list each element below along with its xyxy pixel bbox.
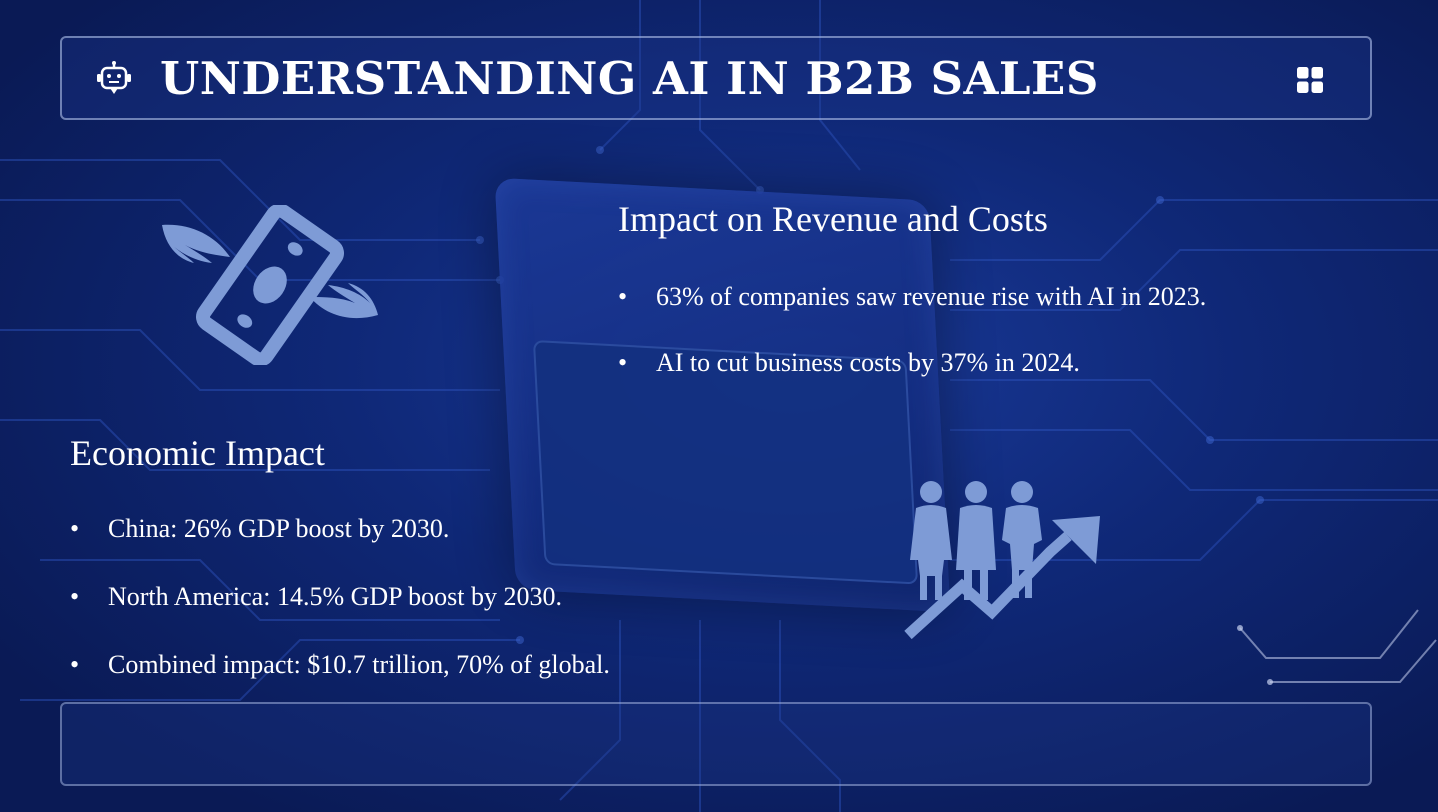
revenue-bullet-list: 63% of companies saw revenue rise with A… [618, 282, 1206, 378]
title-banner [60, 36, 1372, 120]
footer-banner [60, 702, 1372, 786]
economic-bullet: China: 26% GDP boost by 2030. [70, 514, 610, 544]
economic-section-heading: Economic Impact [70, 433, 325, 473]
revenue-section-heading: Impact on Revenue and Costs [618, 199, 1048, 239]
revenue-bullet: 63% of companies saw revenue rise with A… [618, 282, 1206, 312]
economic-bullet: Combined impact: $10.7 trillion, 70% of … [70, 650, 610, 680]
economic-bullet: North America: 14.5% GDP boost by 2030. [70, 582, 610, 612]
grid-icon [1297, 67, 1323, 93]
revenue-bullet: AI to cut business costs by 37% in 2024. [618, 348, 1206, 378]
robot-chat-icon [97, 61, 131, 94]
people-growth-arrow-icon [904, 481, 1100, 640]
economic-bullet-list: China: 26% GDP boost by 2030. North Amer… [70, 514, 610, 680]
slide-title: UNDERSTANDING AI IN B2B SALES [160, 52, 1099, 105]
decorative-corner-lines [1237, 609, 1437, 685]
flying-money-icon [162, 205, 378, 365]
